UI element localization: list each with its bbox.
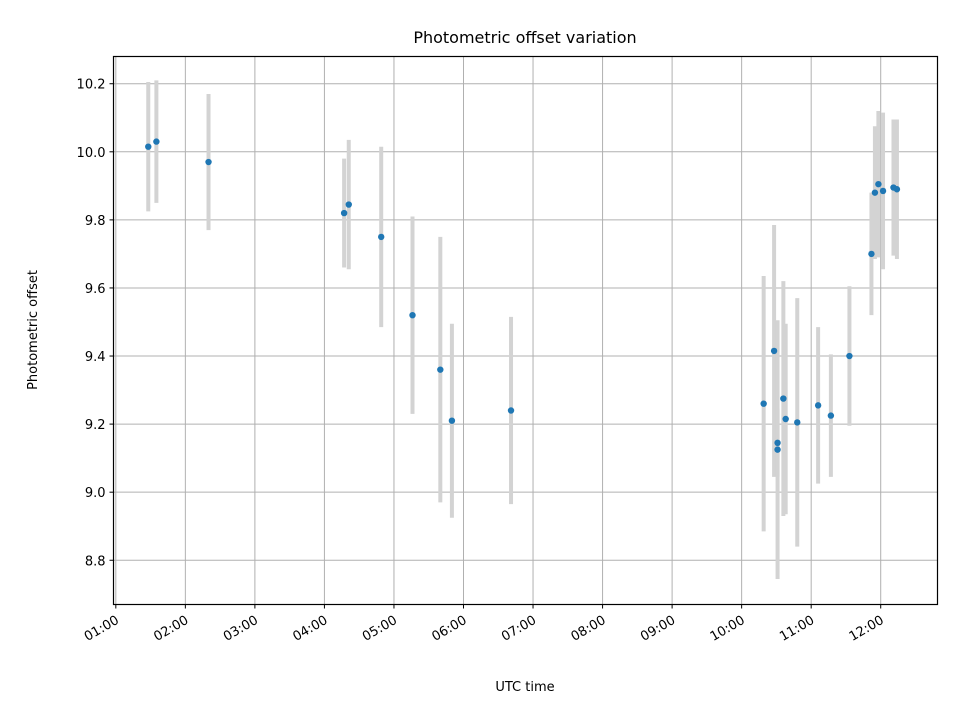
x-tick-label: 03:00 [221, 613, 261, 645]
data-point [153, 138, 160, 145]
y-tick-label: 9.0 [85, 486, 106, 501]
error-bars [146, 80, 899, 579]
y-tick-label: 9.6 [85, 282, 106, 297]
x-tick-label: 08:00 [569, 613, 609, 645]
x-tick-label: 01:00 [82, 613, 122, 645]
data-point [879, 187, 887, 195]
data-point [868, 250, 875, 258]
x-tick-label: 10:00 [708, 613, 748, 645]
data-point [409, 311, 416, 319]
y-tick-label: 10.2 [77, 78, 106, 93]
plot-frame [112, 55, 939, 606]
data-point [814, 402, 822, 409]
y-tick-label: 9.2 [85, 418, 106, 433]
data-point [145, 143, 152, 150]
data-point [780, 395, 787, 402]
data-point [774, 439, 781, 447]
data-point [875, 180, 882, 188]
data-point [770, 347, 778, 355]
x-tick-label: 06:00 [430, 613, 470, 645]
data-point [448, 417, 456, 424]
x-tick-label: 05:00 [360, 613, 400, 645]
data-point [794, 419, 801, 426]
data-point [345, 201, 352, 208]
x-tick-label: 09:00 [638, 613, 678, 645]
data-point [846, 352, 853, 360]
data-point [760, 400, 767, 407]
y-tick-label: 9.4 [85, 350, 106, 365]
x-tick-label: 04:00 [290, 613, 330, 645]
data-point [378, 233, 385, 241]
y-axis-label: Photometric offset [26, 270, 41, 390]
x-axis-label: UTC time [495, 680, 554, 695]
data-point [437, 366, 444, 373]
data-point [507, 407, 515, 414]
data-points [145, 138, 901, 453]
y-tick-label: 10.0 [77, 146, 106, 161]
x-tick-label: 11:00 [777, 613, 817, 645]
data-point [782, 415, 789, 423]
data-point [205, 158, 212, 166]
x-tick-label: 02:00 [151, 613, 191, 645]
data-point [827, 412, 835, 419]
y-tick-label: 8.8 [85, 554, 106, 569]
data-point [871, 189, 879, 196]
x-tick-label: 07:00 [499, 613, 539, 645]
x-tick-label: 12:00 [847, 613, 887, 645]
data-point [340, 209, 348, 217]
data-point [774, 446, 781, 453]
data-point [893, 186, 901, 193]
grid [113, 56, 938, 605]
y-tick-label: 9.8 [85, 214, 106, 229]
chart-title: Photometric offset variation [413, 28, 636, 47]
